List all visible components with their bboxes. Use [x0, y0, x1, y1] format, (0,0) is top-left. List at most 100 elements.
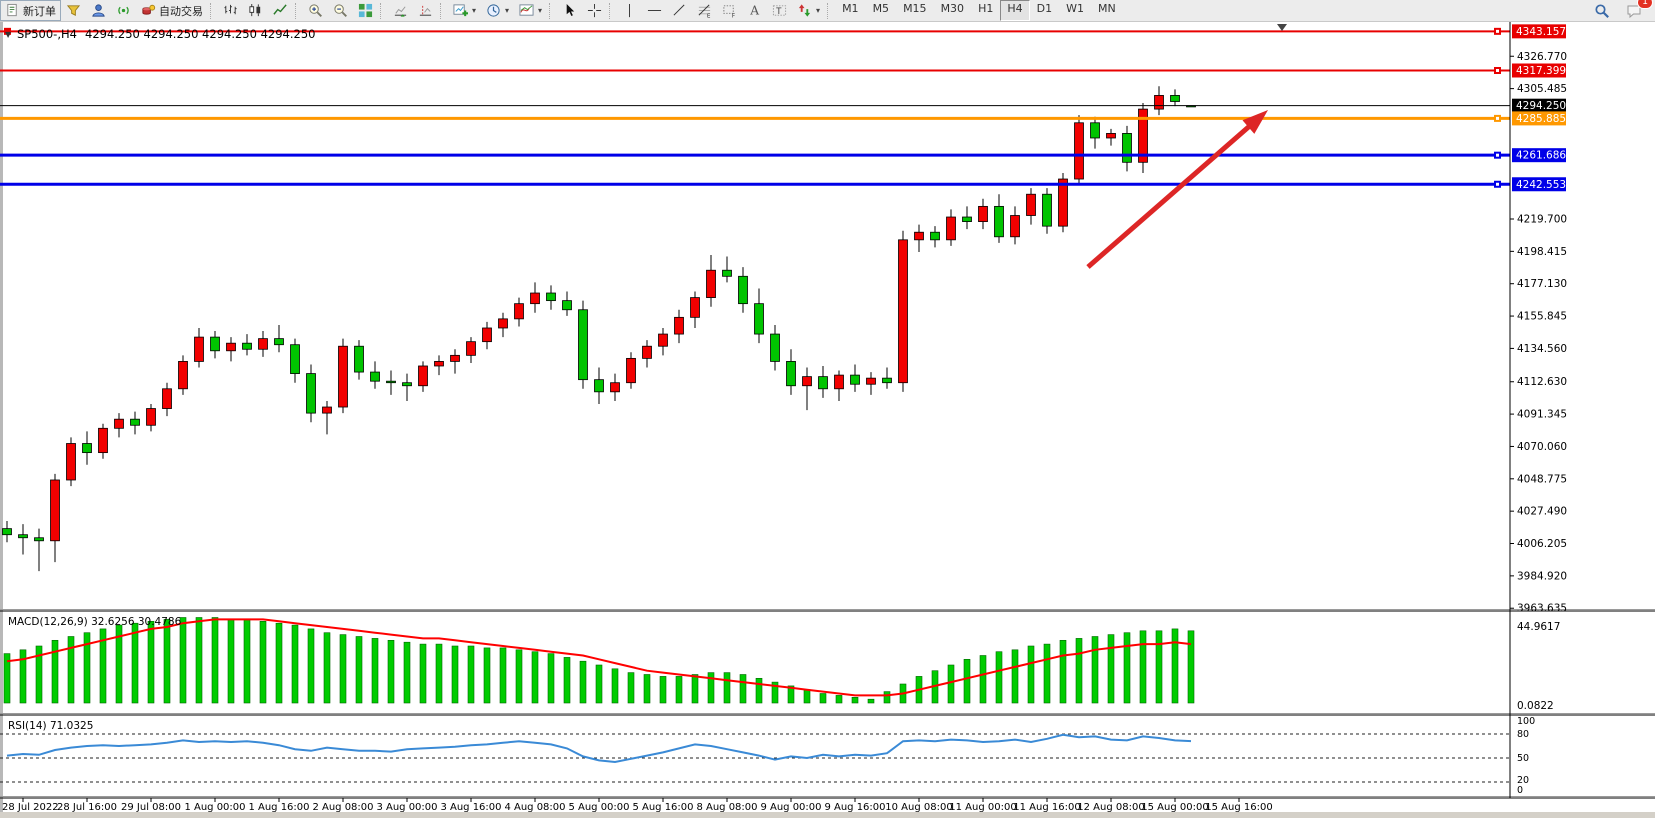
macd-histogram-bar [1011, 649, 1019, 704]
candle-body [370, 371, 380, 382]
history-icon [66, 5, 81, 16]
candle-body [722, 269, 732, 277]
candle-body [770, 333, 780, 362]
candle-body [626, 357, 636, 384]
crosshair-button[interactable] [582, 0, 607, 21]
tile-windows-button[interactable] [353, 0, 378, 21]
trendline-icon [673, 4, 685, 16]
support-line-4261-handle-dot [1496, 153, 1499, 157]
notifications-button[interactable]: 1 [1621, 0, 1653, 21]
candle-body [434, 361, 444, 367]
timeframe-button-w1[interactable]: W1 [1066, 2, 1084, 15]
timeframe-button-mn[interactable]: MN [1097, 2, 1116, 15]
macd-histogram-bar [131, 622, 139, 704]
candle-body [882, 377, 892, 384]
resistance-line-4343-left-handle[interactable] [4, 27, 11, 35]
price-tick-label: 4027.490 [1517, 506, 1567, 518]
templates-button[interactable]: ▾ [514, 0, 547, 21]
candle-body [482, 327, 492, 343]
macd-histogram-bar [835, 695, 843, 704]
trend-arrow-annotation[interactable] [1086, 117, 1260, 269]
timeframe-button-d1[interactable]: D1 [1036, 2, 1053, 15]
fibonacci-button[interactable]: E [692, 0, 717, 21]
support-line-4242-handle-dot [1496, 182, 1499, 186]
timeframe-button-h4[interactable]: H4 [1000, 0, 1030, 21]
candlestick-chart-button[interactable] [243, 0, 268, 21]
candle-body [498, 318, 508, 329]
text-button[interactable]: A [742, 0, 767, 21]
candle-body [690, 297, 700, 318]
candle-body [98, 427, 108, 454]
macd-histogram-bar [467, 645, 475, 704]
candle-body [194, 336, 204, 362]
trend-arrow-head[interactable] [1242, 110, 1268, 134]
search-button[interactable] [1589, 0, 1615, 21]
candle-body [706, 269, 716, 298]
macd-histogram-bar [195, 617, 203, 704]
auto-scroll-button[interactable] [388, 0, 413, 21]
periods-button[interactable]: ▾ [481, 0, 514, 21]
new-order-button[interactable]: 新订单 [0, 0, 61, 21]
macd-histogram-bar [323, 632, 331, 704]
candle-body [274, 338, 284, 346]
line-chart-button[interactable] [268, 0, 293, 21]
time-tick-label: 28 Jul 2022 [2, 802, 59, 813]
horizontal-line-button[interactable] [642, 0, 667, 21]
caret-down-icon[interactable]: ▾ [816, 6, 821, 15]
channel-button[interactable]: F [717, 0, 742, 21]
macd-histogram-bar [1155, 630, 1163, 704]
auto-trading-button[interactable]: 自动交易 [136, 0, 208, 21]
price-tick-label: 3984.920 [1517, 570, 1567, 582]
timeframe-button-m15[interactable]: M15 [903, 2, 927, 15]
candle-body [1122, 133, 1132, 163]
caret-down-icon[interactable]: ▾ [505, 6, 510, 15]
rsi-pane [0, 733, 1510, 783]
label-icon: T [772, 5, 787, 16]
news-button[interactable] [111, 0, 136, 21]
macd-histogram-bar [771, 681, 779, 704]
price-tick-label: 4177.130 [1517, 278, 1567, 290]
price-badge-label: 4343.157 [1516, 26, 1566, 38]
new-chart-icon [453, 4, 468, 17]
macd-histogram-bar [723, 672, 731, 704]
arrows-button[interactable]: ▾ [792, 0, 825, 21]
zoom-out-button[interactable] [328, 0, 353, 21]
new-chart-button[interactable]: ▾ [448, 0, 481, 21]
candle-body [66, 443, 76, 481]
templates-icon [519, 4, 534, 16]
vertical-line-button[interactable] [617, 0, 642, 21]
cursor-button[interactable] [557, 0, 582, 21]
fibo-icon: E [698, 4, 711, 18]
chart-shift-button[interactable] [413, 0, 438, 21]
candle-body [978, 205, 988, 222]
text-label-button[interactable]: T [767, 0, 792, 21]
candle-body [1154, 95, 1164, 110]
chart-shift-marker-icon[interactable] [1277, 24, 1287, 31]
macd-histogram-bar [387, 639, 395, 704]
timeframe-button-h1[interactable]: H1 [978, 2, 994, 15]
macd-histogram-bar [515, 649, 523, 704]
caret-down-icon[interactable]: ▾ [472, 6, 477, 15]
timeframe-button-m1[interactable]: M1 [842, 2, 859, 15]
zoom-in-button[interactable] [303, 0, 328, 21]
candle-body [850, 374, 860, 385]
candle-body [338, 345, 348, 408]
timeframe-button-m30[interactable]: M30 [940, 2, 965, 15]
history-center-button[interactable] [61, 0, 86, 21]
timeframe-button-m5[interactable]: M5 [872, 2, 890, 15]
bar-chart-button[interactable] [218, 0, 243, 21]
profiles-button[interactable] [86, 0, 111, 21]
price-tick-label: 4134.560 [1517, 343, 1567, 355]
auto-scroll-icon [394, 6, 407, 17]
candle-body [242, 342, 252, 350]
price-badge-label: 4261.686 [1516, 150, 1566, 162]
chart-title-ohlc: 4294.250 4294.250 4294.250 4294.250 [85, 27, 315, 41]
channel-icon: F [723, 5, 735, 18]
candle-body [130, 418, 140, 426]
trendline-button[interactable] [667, 0, 692, 21]
caret-down-icon[interactable]: ▾ [538, 6, 543, 15]
candle-body [146, 408, 156, 426]
macd-histogram-bar [307, 628, 315, 704]
vline-icon [629, 3, 631, 18]
